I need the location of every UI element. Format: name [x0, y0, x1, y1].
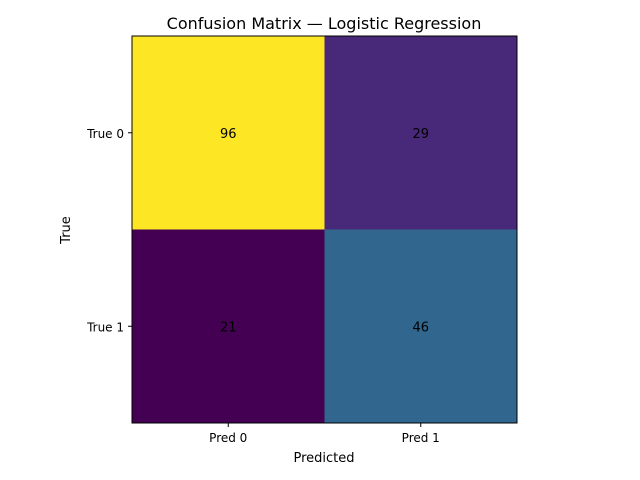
- cell-value-label: 46: [412, 320, 429, 335]
- cell-value-label: 96: [220, 127, 237, 142]
- heatmap-cell-r1-c1: [324, 229, 517, 423]
- x-axis-label: Predicted: [293, 451, 354, 466]
- chart-title: Confusion Matrix — Logistic Regression: [167, 14, 482, 33]
- plot-frame: [131, 35, 518, 424]
- heatmap-cell-r1-c0: [132, 229, 325, 423]
- heatmap-cells: 96 29 21 46: [132, 36, 517, 423]
- x-tick-label: Pred 1: [402, 431, 440, 445]
- heatmap-cell-r0-c0: [132, 36, 325, 230]
- heatmap-cell-r0-c1: [324, 36, 517, 230]
- x-axis-ticks: Pred 0 Pred 1: [209, 423, 440, 445]
- cell-value-label: 21: [220, 320, 237, 335]
- x-tick-label: Pred 0: [209, 431, 247, 445]
- y-axis-ticks: True 0 True 1: [86, 127, 132, 334]
- y-tick-label: True 0: [86, 127, 124, 141]
- cell-value-label: 29: [412, 127, 429, 142]
- y-tick-label: True 1: [86, 320, 124, 334]
- y-axis-label: True: [59, 216, 74, 245]
